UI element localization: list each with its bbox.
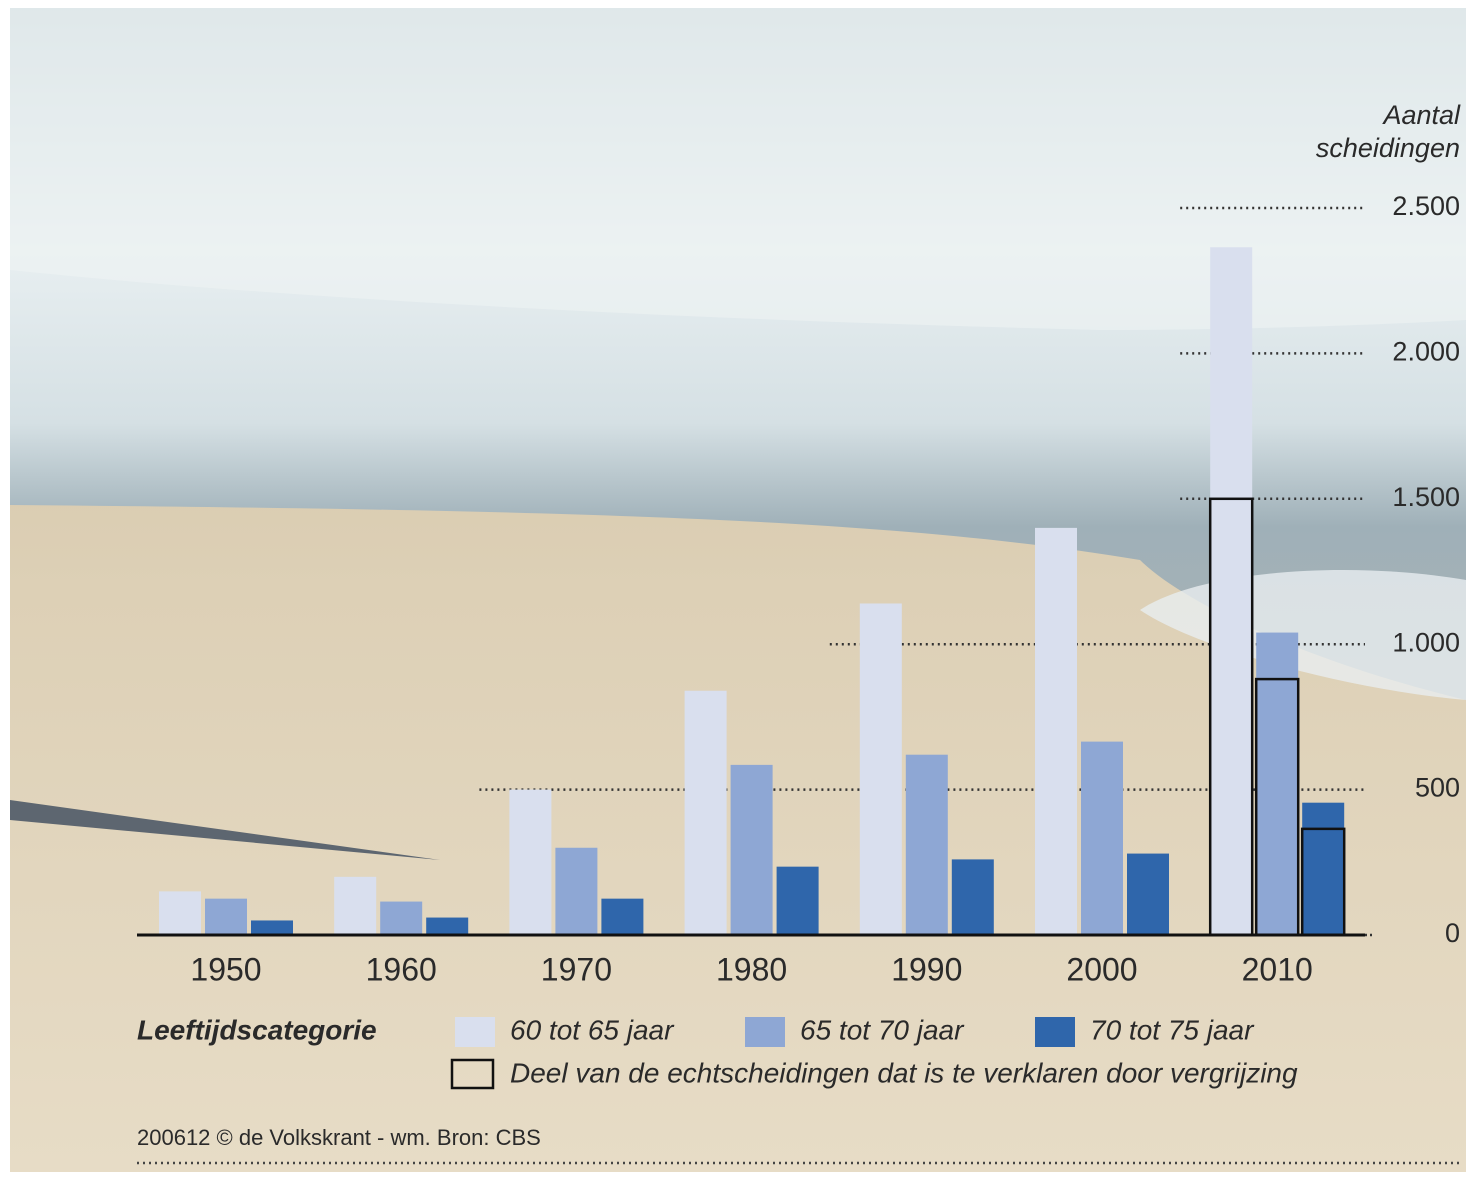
source: 200612 © de Volkskrant - wm. Bron: CBS	[137, 1125, 541, 1150]
bar	[426, 918, 468, 935]
bar	[1302, 803, 1344, 935]
x-tick-label: 1970	[541, 951, 612, 987]
bar	[731, 765, 773, 935]
legend-label: 60 tot 65 jaar	[510, 1014, 675, 1045]
bar	[1035, 528, 1077, 935]
bar	[205, 899, 247, 935]
bar	[555, 848, 597, 935]
x-tick-label: 2010	[1242, 951, 1313, 987]
x-tick-label: 2000	[1066, 951, 1137, 987]
chart: Aantal scheidingen Leeftijdscategorie De…	[0, 0, 1466, 1172]
bar	[952, 859, 994, 935]
x-tick-label: 1960	[366, 951, 437, 987]
bar	[380, 902, 422, 935]
bar	[509, 790, 551, 935]
legend-label: 65 tot 70 jaar	[800, 1014, 965, 1045]
page: Aantal scheidingen Leeftijdscategorie De…	[0, 0, 1466, 1172]
bar	[601, 899, 643, 935]
bar	[906, 755, 948, 935]
bar	[251, 920, 293, 935]
y-tick-label: 1.500	[1392, 482, 1460, 512]
x-tick-label: 1990	[891, 951, 962, 987]
bar	[334, 877, 376, 935]
y-tick-label: 2.000	[1392, 337, 1460, 367]
legend-swatch	[1035, 1017, 1075, 1047]
bar	[777, 867, 819, 935]
y-tick-label: 0	[1445, 918, 1460, 948]
x-tick-label: 1950	[190, 951, 261, 987]
legend-label: Deel van de echtscheidingen dat is te ve…	[510, 1057, 1298, 1088]
legend-swatch	[745, 1017, 785, 1047]
y-tick-label: 2.500	[1392, 191, 1460, 221]
bar	[1127, 854, 1169, 935]
y-axis-title: scheidingen	[1316, 133, 1460, 163]
y-tick-label: 1.000	[1392, 627, 1460, 657]
legend-title: Leeftijdscategorie	[137, 1014, 377, 1045]
y-axis-title: Aantal	[1381, 100, 1461, 130]
y-tick-label: 500	[1415, 773, 1460, 803]
bar	[1081, 742, 1123, 935]
bar	[685, 691, 727, 935]
bar	[1210, 247, 1252, 935]
bar	[860, 603, 902, 935]
legend-label: 70 tot 75 jaar	[1090, 1014, 1255, 1045]
bar	[159, 891, 201, 935]
x-tick-label: 1980	[716, 951, 787, 987]
legend-swatch	[455, 1017, 495, 1047]
